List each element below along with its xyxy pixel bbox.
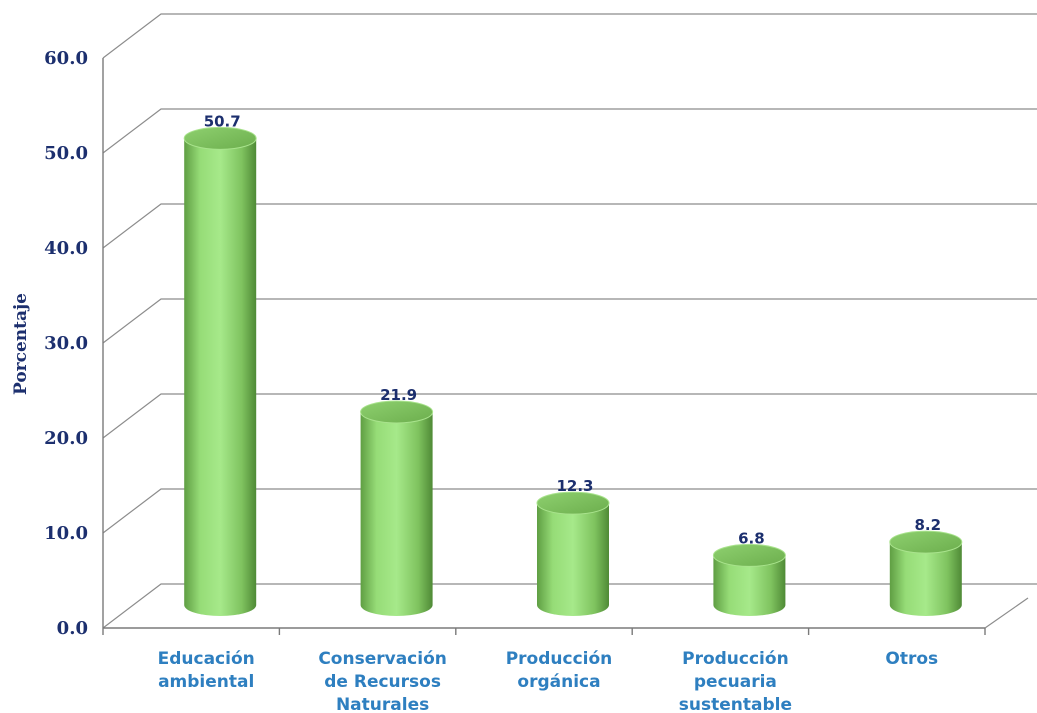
- y-tick-label: 0.0: [57, 618, 88, 639]
- gridline: [102, 108, 1037, 154]
- gridline: [102, 488, 1037, 534]
- y-axis-label: Porcentaje: [11, 293, 31, 395]
- y-tick-label: 20.0: [44, 428, 88, 449]
- y-tick-label: 40.0: [44, 238, 88, 259]
- data-label: 8.2: [915, 516, 942, 534]
- x-tick-label: Producción orgánica: [506, 649, 613, 692]
- data-label: 21.9: [380, 386, 417, 404]
- x-tick-label: Educación ambiental: [158, 649, 255, 692]
- x-tick-label: Producción pecuaria sustentable: [679, 649, 792, 713]
- gridline: [102, 298, 1037, 344]
- y-tick-label: 10.0: [44, 523, 88, 544]
- x-axis-ticks: Educación ambiental Conservación de Recurso…: [158, 649, 939, 713]
- bar: [889, 530, 963, 616]
- y-tick-label: 30.0: [44, 333, 88, 354]
- x-tick-label: Conservación de Recursos Naturales: [318, 649, 447, 713]
- gridline: [102, 203, 1037, 249]
- axes: [102, 58, 986, 635]
- gridline: [102, 393, 1037, 439]
- y-tick-label: 50.0: [44, 143, 88, 164]
- y-axis-ticks: 0.0 10.0 20.0 30.0 40.0 50.0 60.0: [44, 48, 88, 639]
- data-label: 50.7: [204, 112, 241, 130]
- x-tick-label: Otros: [885, 649, 938, 669]
- bar: [712, 543, 786, 616]
- data-labels: 50.7 21.9 12.3 6.8 8.2: [204, 112, 941, 547]
- bar: [360, 400, 434, 616]
- bar: [536, 491, 610, 616]
- bar: [183, 126, 257, 616]
- data-label: 12.3: [556, 477, 593, 495]
- data-label: 6.8: [738, 529, 765, 547]
- y-tick-label: 60.0: [44, 48, 88, 69]
- gridlines: [102, 13, 1037, 629]
- floor-edge: [984, 597, 1029, 629]
- gridline: [102, 13, 1037, 59]
- bars: [183, 126, 963, 616]
